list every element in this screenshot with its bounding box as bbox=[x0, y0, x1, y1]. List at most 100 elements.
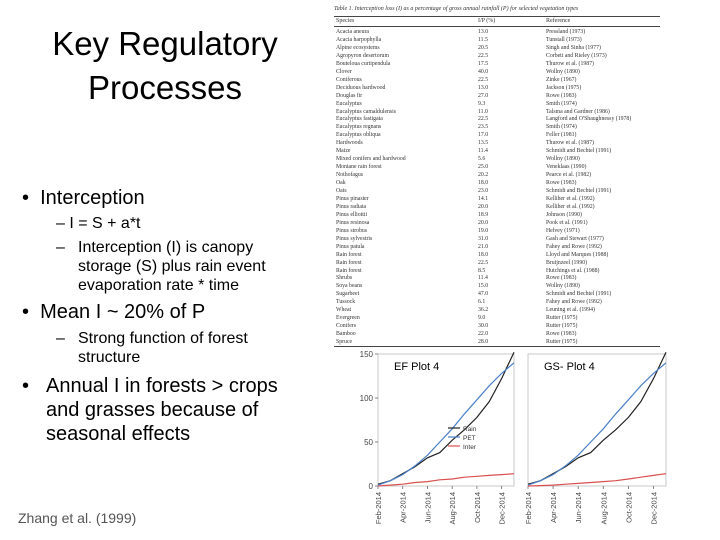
cell-reference: Langford and O'Shaughnessy (1978) bbox=[546, 116, 632, 123]
cell-ratio: 9.0 bbox=[478, 315, 486, 322]
x-tick-label: Dec-2014 bbox=[498, 492, 507, 525]
header-species: Species bbox=[336, 18, 355, 24]
cell-species: Spruce bbox=[336, 339, 353, 346]
cell-reference: Thurow et al. (1987) bbox=[546, 140, 594, 147]
cell-ratio: 23.0 bbox=[478, 188, 489, 194]
cell-ratio: 36.2 bbox=[478, 307, 489, 314]
cell-species: Pinus strobus bbox=[336, 227, 368, 234]
sub-bullet: – I = S + a*t bbox=[56, 214, 306, 233]
x-tick-label: Jun-2014 bbox=[574, 492, 583, 523]
cell-ratio: 20.0 bbox=[478, 203, 489, 210]
y-tick-label: 50 bbox=[364, 438, 373, 447]
cell-species: Mixed conifers and hardwood bbox=[336, 156, 406, 163]
x-tick-label: Feb-2014 bbox=[524, 492, 533, 524]
table-row: Tussock 6.1 Fahey and Rowe (1992) bbox=[330, 298, 664, 306]
table-header-rule bbox=[334, 26, 660, 27]
cell-ratio: 19.0 bbox=[478, 227, 489, 234]
cell-reference: Bruijnzeel (1990) bbox=[546, 259, 588, 266]
cell-species: Tussock bbox=[336, 299, 356, 306]
cell-ratio: 22.5 bbox=[478, 76, 489, 83]
cell-ratio: 15.0 bbox=[478, 283, 489, 290]
cell-ratio: 28.0 bbox=[478, 339, 489, 346]
cell-ratio: 8.5 bbox=[478, 267, 486, 274]
cell-reference: Gash and Stewart (1977) bbox=[546, 235, 604, 242]
cell-species: Pinus patula bbox=[336, 243, 365, 250]
cell-reference: Rutter (1975) bbox=[546, 315, 578, 322]
cell-reference: Smith (1974) bbox=[546, 124, 577, 131]
cell-ratio: 31.0 bbox=[478, 235, 489, 242]
table-row: Maize 11.4 Schmidt and Bechtel (1991) bbox=[330, 147, 664, 155]
sub-bullet-text: Strong function of forest structure bbox=[78, 330, 248, 366]
cell-ratio: 22.5 bbox=[478, 52, 489, 59]
cell-species: Eucalyptus regnans bbox=[336, 124, 382, 131]
cell-species: Pinus elliottii bbox=[336, 211, 368, 218]
header-reference: Reference bbox=[546, 18, 571, 24]
bullet-marker: • bbox=[22, 301, 41, 323]
cell-ratio: 47.0 bbox=[478, 291, 489, 298]
cell-reference: Zinke (1967) bbox=[546, 76, 577, 83]
cell-ratio: 20.0 bbox=[478, 219, 489, 226]
table-row: Montane rain forest 25.0 Veneklaas (1990) bbox=[330, 163, 664, 171]
series-line-pet bbox=[527, 362, 667, 486]
table-row: Mixed conifers and hardwood 5.6 Wollny (18… bbox=[330, 155, 664, 163]
cell-species: Montane rain forest bbox=[336, 164, 382, 171]
x-tick-label: Apr-2014 bbox=[399, 492, 408, 523]
cell-reference: Feller (1981) bbox=[546, 132, 577, 139]
cell-reference: Kelliher et al. (1992) bbox=[546, 203, 595, 210]
legend-label: PET bbox=[463, 435, 476, 442]
table-row: Pinus radiata 20.0 Kelliher et al. (1992) bbox=[330, 203, 664, 211]
series-line-inter bbox=[527, 473, 667, 487]
table-row: Sugarbeet 47.0 Schmidt and Bechtel (1991) bbox=[330, 290, 664, 298]
cell-reference: Veneklaas (1990) bbox=[546, 164, 587, 171]
cell-species: Eucalyptus obliqua bbox=[336, 132, 381, 139]
series-line-inter bbox=[377, 473, 515, 487]
cell-ratio: 40.0 bbox=[478, 68, 489, 75]
cell-species: Clover bbox=[336, 68, 352, 75]
cell-ratio: 25.0 bbox=[478, 164, 489, 171]
table-row: Pinus resinosa 20.0 Pook et al. (1991) bbox=[330, 219, 664, 227]
cell-ratio: 9.3 bbox=[478, 100, 486, 107]
table-row: Eucalyptus camaldulensis 11.0 Talsma and G… bbox=[330, 108, 664, 116]
cell-reference: Jackson (1975) bbox=[546, 84, 582, 91]
table-row: Conifers 30.0 Rutter (1975) bbox=[330, 322, 664, 330]
cell-reference: Rowe (1983) bbox=[546, 180, 577, 187]
x-tick-label: Oct-2014 bbox=[624, 492, 633, 523]
table-row: Pinus patula 21.0 Fahey and Rowe (1992) bbox=[330, 243, 664, 251]
y-tick-label: 150 bbox=[360, 350, 374, 359]
cell-species: Agropyron desertorum bbox=[336, 52, 389, 59]
cell-ratio: 22.5 bbox=[478, 259, 489, 266]
x-tick-label: Aug-2014 bbox=[448, 492, 457, 525]
cell-species: Eucalyptus bbox=[336, 100, 362, 107]
cell-species: Eucalyptus fastigata bbox=[336, 116, 383, 123]
cell-species: Pinus radiata bbox=[336, 203, 367, 210]
cell-reference: Rutter (1975) bbox=[546, 339, 578, 346]
cell-reference: Pressland (1973) bbox=[546, 29, 586, 35]
x-tick-label: Apr-2014 bbox=[549, 492, 558, 523]
cell-reference: Johnson (1990) bbox=[546, 211, 582, 218]
table-row: Pinus sylvestris 31.0 Gash and Stewart (19… bbox=[330, 235, 664, 243]
series-line-pet bbox=[377, 362, 515, 486]
sub-bullet-text: Interception (I) is canopy storage (S) p… bbox=[78, 239, 266, 294]
y-tick-label: 100 bbox=[360, 394, 374, 403]
x-tick-label: Dec-2014 bbox=[649, 492, 658, 525]
cell-reference: Helvey (1971) bbox=[546, 227, 580, 234]
table-row: Acacia aneura 13.0 Pressland (1973) bbox=[330, 28, 664, 36]
cell-reference: Thurow et al. (1987) bbox=[546, 60, 594, 67]
chart-title: EF Plot 4 bbox=[394, 361, 439, 373]
table-row: Rain forest 8.5 Hutchings et al. (1988) bbox=[330, 267, 664, 275]
cell-ratio: 22.0 bbox=[478, 331, 489, 338]
x-tick-label: Feb-2014 bbox=[374, 492, 383, 524]
table-top-rule bbox=[334, 16, 660, 17]
x-tick-label: Jun-2014 bbox=[423, 492, 432, 523]
cell-reference: Schmidt and Bechtel (1991) bbox=[546, 291, 612, 298]
cell-reference: Wollny (1890) bbox=[546, 156, 580, 163]
cell-reference: Schmidt and Bechtel (1991) bbox=[546, 188, 612, 194]
table-row: Spruce 28.0 Rutter (1975) bbox=[330, 338, 664, 346]
cell-ratio: 13.0 bbox=[478, 84, 489, 91]
cell-ratio: 11.5 bbox=[478, 36, 488, 43]
table-row: Rain forest 18.0 Lloyd and Marques (1988) bbox=[330, 251, 664, 259]
bullet-text: Annual I in forests > crops and grasses … bbox=[46, 375, 278, 445]
bullet-marker: • bbox=[22, 187, 41, 209]
x-tick-label: Oct-2014 bbox=[473, 492, 482, 523]
series-line-rain bbox=[527, 351, 667, 485]
